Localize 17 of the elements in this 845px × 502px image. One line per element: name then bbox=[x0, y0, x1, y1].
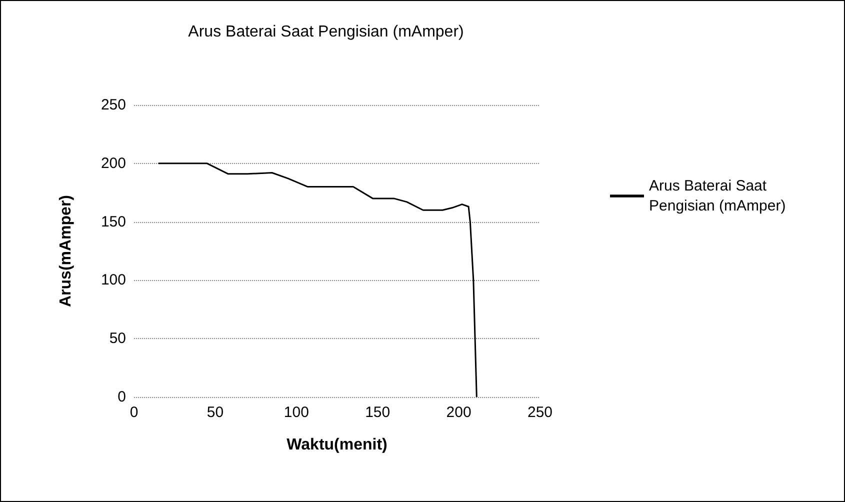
x-tick-label: 100 bbox=[284, 404, 309, 421]
line-series bbox=[158, 162, 478, 398]
y-tick-label: 50 bbox=[109, 330, 126, 348]
y-tick-label: 150 bbox=[100, 213, 126, 230]
x-tick-label: 250 bbox=[527, 404, 553, 421]
x-tick-label: 0 bbox=[130, 404, 138, 421]
y-axis-title: Arus(mAmper) bbox=[58, 194, 74, 308]
x-tick-label: 150 bbox=[365, 404, 390, 421]
chart-title: Arus Baterai Saat Pengisian (mAmper) bbox=[188, 24, 464, 40]
legend-label: Arus Baterai Saat Pengisian (mAmper) bbox=[649, 178, 786, 214]
x-tick-label: 50 bbox=[206, 404, 224, 421]
y-tick-label: 200 bbox=[100, 154, 126, 172]
x-axis-title: Waktu(menit) bbox=[286, 436, 388, 454]
y-tick-label: 100 bbox=[100, 272, 126, 289]
y-tick-label: 250 bbox=[100, 96, 126, 114]
y-tick-label: 0 bbox=[118, 388, 126, 406]
x-tick-label: 200 bbox=[446, 404, 472, 421]
